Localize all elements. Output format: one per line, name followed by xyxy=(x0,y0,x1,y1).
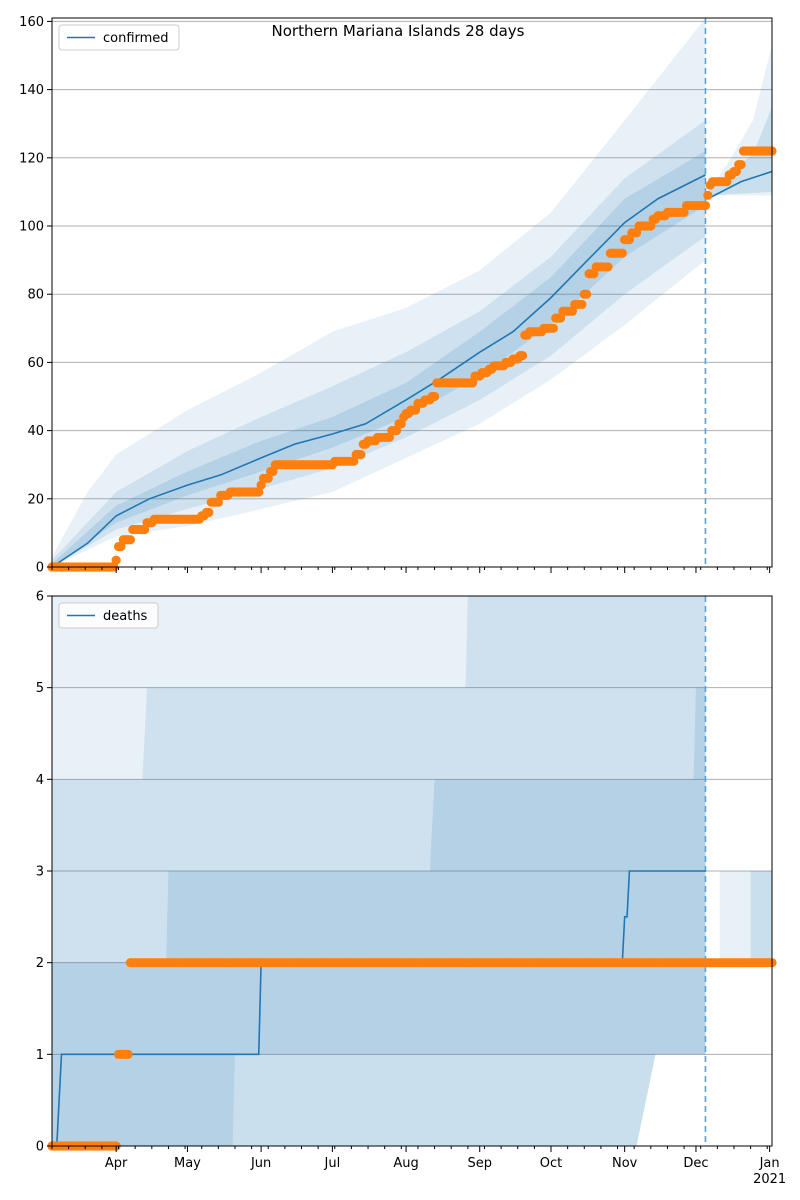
deaths-y-tick-label: 5 xyxy=(36,681,44,696)
x-tick-label-aug: Aug xyxy=(393,1156,418,1171)
x-tick-label-jan: Jan xyxy=(759,1156,780,1171)
x-tick-label-may: May xyxy=(174,1156,201,1171)
confirmed-y-tick-label: 80 xyxy=(27,288,44,303)
confirmed-model-line-forecast xyxy=(707,170,773,200)
confirmed-observed-point xyxy=(582,289,592,299)
confirmed-observed-point xyxy=(125,535,136,545)
deaths-y-tick-label: 4 xyxy=(36,773,44,788)
confirmed-observed-point xyxy=(736,160,746,170)
x-tick-year-label: 2021 xyxy=(753,1172,786,1187)
confirmed-uncertainty-bands xyxy=(52,18,772,568)
x-tick-label-dec: Dec xyxy=(683,1156,708,1171)
confirmed-observed-point xyxy=(429,391,440,402)
confirmed-y-tick-label: 100 xyxy=(19,220,44,235)
confirmed-y-tick-label: 0 xyxy=(36,561,44,576)
confirmed-band-outer xyxy=(52,18,706,567)
confirmed-observed-point xyxy=(517,350,528,361)
confirmed-y-tick-label: 60 xyxy=(27,356,44,371)
deaths-observed-point xyxy=(123,1049,133,1059)
confirmed-observed-point xyxy=(703,190,713,200)
deaths-y-tick-label: 6 xyxy=(36,590,44,605)
chart-title: Northern Mariana Islands 28 days xyxy=(272,22,525,40)
confirmed-y-tick-label: 40 xyxy=(27,424,44,439)
x-tick-label-apr: Apr xyxy=(105,1156,128,1171)
confirmed-observed-point xyxy=(617,248,627,258)
confirmed-observed-point xyxy=(111,555,121,565)
confirmed-band-middle xyxy=(52,120,706,568)
deaths-band-forecast-inner xyxy=(750,871,772,963)
confirmed-observed-point xyxy=(577,299,587,310)
confirmed-observed-point xyxy=(548,323,558,333)
confirmed-observed-point xyxy=(700,200,711,211)
confirmed-band-forecast-inner xyxy=(707,106,772,196)
confirmed-observed-point xyxy=(204,507,214,518)
confirmed-x-ticks xyxy=(51,567,771,573)
x-tick-label-jun: Jun xyxy=(250,1156,271,1171)
x-tick-label-sep: Sep xyxy=(467,1156,492,1171)
confirmed-model-line xyxy=(51,170,773,568)
confirmed-observed-point xyxy=(356,449,366,460)
deaths-band-forecast-outer xyxy=(719,871,772,963)
deaths-uncertainty-bands xyxy=(52,596,772,1146)
deaths-panel: 0 1 2 3 4 5 6 Apr May Jun Jul Aug Sep Oct Nov Dec Jan20… xyxy=(36,590,786,1188)
confirmed-model-line-fit xyxy=(51,174,706,568)
confirmed-observed-points xyxy=(47,146,777,572)
deaths-y-tick-label: 3 xyxy=(36,865,44,880)
x-tick-label-jul: Jul xyxy=(324,1156,341,1171)
deaths-y-tick-label: 1 xyxy=(36,1048,44,1063)
confirmed-band-inner xyxy=(52,150,706,567)
deaths-band-middle xyxy=(52,596,706,1146)
deaths-band-outer xyxy=(52,596,706,1146)
deaths-y-ticks: 0 1 2 3 4 5 6 xyxy=(36,590,52,1155)
confirmed-observed-point xyxy=(603,262,613,272)
confirmed-y-tick-label: 160 xyxy=(19,15,44,30)
confirmed-band-forecast-outer xyxy=(707,45,772,196)
confirmed-legend-box xyxy=(58,24,180,51)
confirmed-panel: 0 20 40 60 80 100 120 140 160 confirmed xyxy=(19,15,777,576)
deaths-y-tick-label: 0 xyxy=(36,1140,44,1155)
confirmed-y-tick-label: 120 xyxy=(19,151,44,166)
x-tick-label-oct: Oct xyxy=(540,1156,562,1171)
confirmed-y-tick-label: 140 xyxy=(19,83,44,98)
x-tick-label-nov: Nov xyxy=(612,1156,638,1171)
deaths-legend-box xyxy=(58,602,159,629)
confirmed-y-ticks: 0 20 40 60 80 100 120 140 160 xyxy=(19,15,52,576)
deaths-y-tick-label: 2 xyxy=(36,956,44,971)
confirmed-legend: confirmed xyxy=(58,24,180,51)
deaths-legend: deaths xyxy=(58,602,159,629)
confirmed-legend-label: confirmed xyxy=(103,31,169,46)
deaths-legend-label: deaths xyxy=(103,609,148,624)
confirmed-y-tick-label: 20 xyxy=(27,492,44,507)
confirmed-axes-frame xyxy=(51,17,773,568)
deaths-band-inner xyxy=(52,687,706,1146)
